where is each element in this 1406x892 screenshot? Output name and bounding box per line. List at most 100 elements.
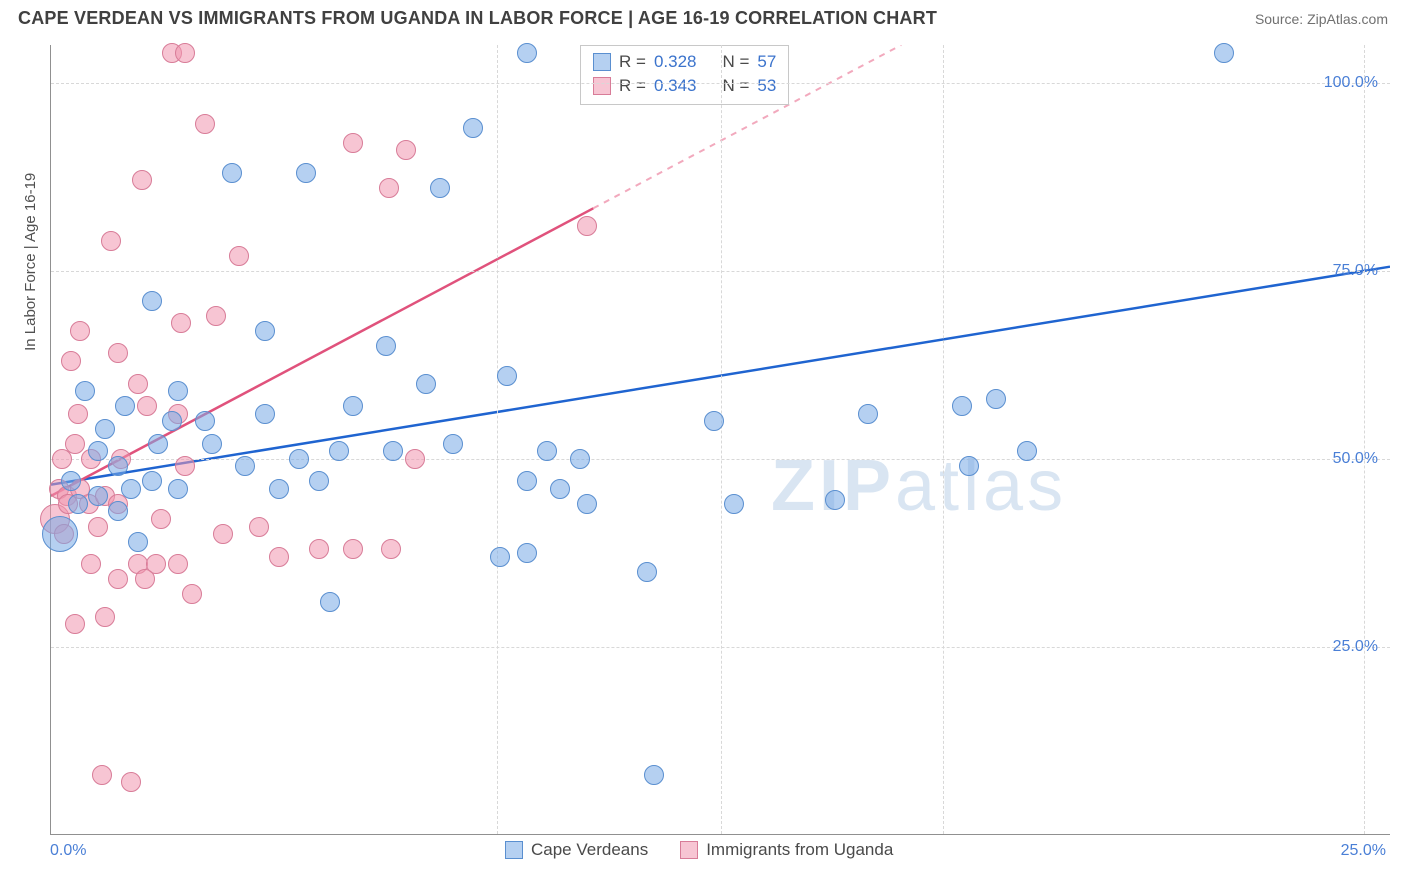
data-point xyxy=(289,449,309,469)
legend-series: Cape Verdeans Immigrants from Uganda xyxy=(505,840,893,860)
data-point xyxy=(88,486,108,506)
legend-item-blue: Cape Verdeans xyxy=(505,840,648,860)
y-tick-label: 50.0% xyxy=(1333,450,1378,468)
data-point xyxy=(175,43,195,63)
data-point xyxy=(577,494,597,514)
data-point xyxy=(70,321,90,341)
data-point xyxy=(88,517,108,537)
data-point xyxy=(195,114,215,134)
data-point xyxy=(135,569,155,589)
swatch-icon xyxy=(593,53,611,71)
data-point xyxy=(142,471,162,491)
data-point xyxy=(550,479,570,499)
data-point xyxy=(517,471,537,491)
data-point xyxy=(269,479,289,499)
data-point xyxy=(213,524,233,544)
data-point xyxy=(92,765,112,785)
gridline-v xyxy=(721,45,722,834)
data-point xyxy=(168,381,188,401)
data-point xyxy=(202,434,222,454)
data-point xyxy=(75,381,95,401)
data-point xyxy=(416,374,436,394)
x-axis-min-label: 0.0% xyxy=(50,842,86,860)
data-point xyxy=(704,411,724,431)
r-label: R = xyxy=(619,76,646,96)
data-point xyxy=(128,532,148,552)
n-label: N = xyxy=(722,52,749,72)
data-point xyxy=(343,396,363,416)
data-point xyxy=(182,584,202,604)
data-point xyxy=(206,306,226,326)
data-point xyxy=(88,441,108,461)
data-point xyxy=(121,772,141,792)
y-tick-label: 100.0% xyxy=(1324,74,1378,92)
data-point xyxy=(255,404,275,424)
r-value: 0.343 xyxy=(654,76,697,96)
swatch-blue xyxy=(505,841,523,859)
data-point xyxy=(168,479,188,499)
gridline-v xyxy=(1364,45,1365,834)
data-point xyxy=(137,396,157,416)
data-point xyxy=(229,246,249,266)
data-point xyxy=(1214,43,1234,63)
swatch-pink xyxy=(680,841,698,859)
data-point xyxy=(497,366,517,386)
r-value: 0.328 xyxy=(654,52,697,72)
data-point xyxy=(175,456,195,476)
data-point xyxy=(142,291,162,311)
data-point xyxy=(95,419,115,439)
data-point xyxy=(517,43,537,63)
data-point xyxy=(343,133,363,153)
swatch-icon xyxy=(593,77,611,95)
data-point xyxy=(1017,441,1037,461)
data-point xyxy=(952,396,972,416)
data-point xyxy=(825,490,845,510)
n-value: 53 xyxy=(757,76,776,96)
data-point xyxy=(309,471,329,491)
title-bar: CAPE VERDEAN VS IMMIGRANTS FROM UGANDA I… xyxy=(0,0,1406,35)
data-point xyxy=(121,479,141,499)
data-point xyxy=(249,517,269,537)
legend-label: Cape Verdeans xyxy=(531,840,648,860)
data-point xyxy=(168,554,188,574)
legend-item-pink: Immigrants from Uganda xyxy=(680,840,893,860)
data-point xyxy=(42,516,78,552)
data-point xyxy=(443,434,463,454)
data-point xyxy=(396,140,416,160)
data-point xyxy=(379,178,399,198)
data-point xyxy=(162,411,182,431)
data-point xyxy=(65,434,85,454)
data-point xyxy=(490,547,510,567)
data-point xyxy=(405,449,425,469)
y-tick-label: 25.0% xyxy=(1333,638,1378,656)
x-axis-max-label: 25.0% xyxy=(1341,842,1386,860)
data-point xyxy=(383,441,403,461)
data-point xyxy=(151,509,171,529)
data-point xyxy=(329,441,349,461)
data-point xyxy=(148,434,168,454)
data-point xyxy=(309,539,329,559)
data-point xyxy=(577,216,597,236)
gridline-v xyxy=(497,45,498,834)
legend-label: Immigrants from Uganda xyxy=(706,840,893,860)
data-point xyxy=(430,178,450,198)
data-point xyxy=(195,411,215,431)
data-point xyxy=(255,321,275,341)
data-point xyxy=(463,118,483,138)
data-point xyxy=(858,404,878,424)
data-point xyxy=(101,231,121,251)
data-point xyxy=(108,569,128,589)
data-point xyxy=(343,539,363,559)
data-point xyxy=(132,170,152,190)
n-value: 57 xyxy=(757,52,776,72)
source-label: Source: ZipAtlas.com xyxy=(1255,11,1388,27)
data-point xyxy=(959,456,979,476)
data-point xyxy=(108,343,128,363)
data-point xyxy=(537,441,557,461)
data-point xyxy=(320,592,340,612)
legend-stat-row: R =0.343N =53 xyxy=(593,74,776,98)
data-point xyxy=(65,614,85,634)
data-point xyxy=(986,389,1006,409)
data-point xyxy=(128,374,148,394)
data-point xyxy=(61,471,81,491)
